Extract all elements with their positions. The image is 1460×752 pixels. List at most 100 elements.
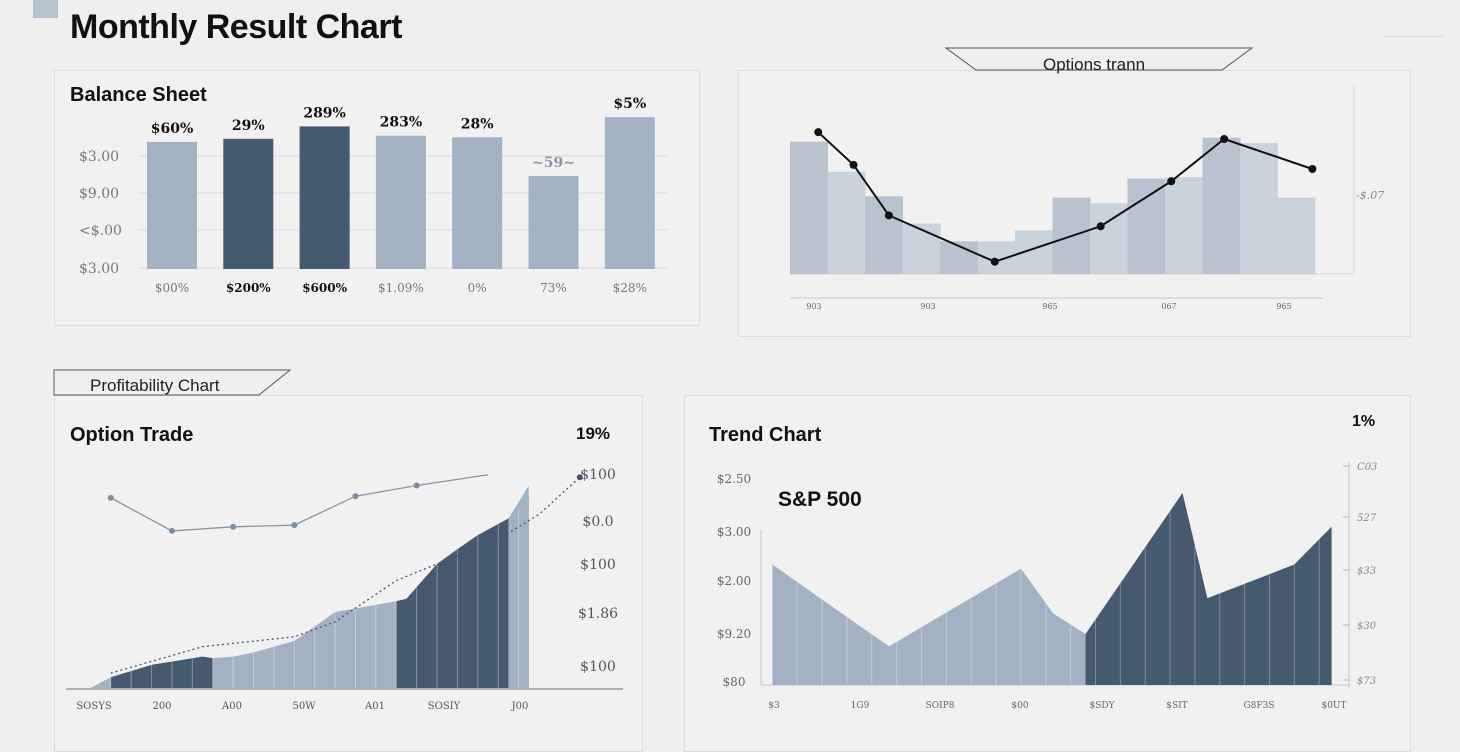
bar-data-label: $5%	[613, 96, 646, 112]
x-tick-label: SOSIY	[428, 701, 461, 712]
trend-point	[990, 257, 999, 266]
x-tick-label: $1.09%	[378, 281, 424, 295]
trend-line	[817, 131, 1313, 263]
bar	[790, 141, 829, 274]
y-tick-label: $1.86	[578, 606, 618, 622]
y-tick-label: $9.00	[79, 186, 119, 202]
x-tick-label: $00	[1011, 701, 1028, 711]
options-title-tab	[944, 47, 1254, 71]
x-tick-label: $0UT	[1321, 701, 1346, 711]
x-tick-label: $SIT	[1166, 701, 1187, 711]
x-tick-label: 0%	[468, 281, 487, 295]
right-tick-label: 527	[1357, 513, 1377, 524]
option-trade-title: Option Trade	[70, 424, 194, 446]
x-tick-label: 903	[920, 302, 935, 311]
dotted-line	[110, 476, 581, 674]
trend-point	[884, 211, 893, 220]
trend-title: Trend Chart	[709, 424, 822, 446]
profitability-tab	[53, 369, 292, 396]
profitability-tab-label: Profitability Chart	[90, 376, 220, 395]
x-tick-label: SOIP8	[926, 701, 955, 711]
x-tick-label: 965	[1276, 302, 1291, 311]
trend-point	[1220, 135, 1229, 143]
x-tick-label: 1G9	[851, 701, 870, 711]
divider	[1383, 36, 1443, 37]
trend-point	[1167, 177, 1176, 186]
bar	[452, 137, 503, 269]
trend-point	[1308, 165, 1317, 173]
y-tick-label: $100	[580, 467, 616, 483]
trend-point	[1096, 222, 1105, 231]
trend-percent: 1%	[1352, 413, 1376, 430]
y-tick-label: $9.20	[717, 627, 751, 641]
x-tick-label: 965	[1042, 302, 1057, 311]
area-dark-segment	[396, 518, 509, 688]
x-tick-label: 200	[152, 701, 171, 712]
bar	[1240, 143, 1279, 274]
y-tick-label: $80	[723, 675, 746, 689]
upper-line-point	[352, 493, 359, 500]
y-tick-label: $3.00	[79, 261, 119, 277]
bar	[1090, 203, 1129, 274]
bar	[1165, 177, 1204, 274]
options-title: Options trann	[1043, 55, 1145, 74]
y-tick-label: $2.50	[717, 472, 751, 486]
x-tick-label: A01	[364, 701, 385, 712]
upper-line-point	[230, 523, 237, 530]
x-tick-label: $28%	[613, 281, 647, 295]
bar	[147, 141, 197, 269]
x-tick-label: $SDY	[1089, 701, 1115, 711]
page-title: Monthly Result Chart	[70, 8, 402, 46]
x-tick-label: 067	[1161, 302, 1176, 311]
bar-data-label: 28%	[461, 116, 494, 132]
right-tick-label: $30	[1357, 621, 1377, 632]
y-tick-label: $3.00	[79, 149, 119, 165]
bar	[604, 117, 655, 269]
upper-line-point	[107, 494, 114, 501]
right-tick-label: $73	[1357, 676, 1376, 687]
bar	[827, 171, 866, 274]
y-tick-label: $100	[580, 557, 616, 573]
right-tick-label: C03	[1357, 462, 1377, 473]
y-tick-label: $0.0	[582, 514, 613, 530]
option-trade-percent: 19%	[576, 424, 611, 443]
x-tick-label: 903	[806, 302, 821, 311]
bar	[1127, 178, 1166, 274]
bar-data-label: 283%	[380, 115, 423, 131]
corner-accent	[33, 0, 58, 18]
option-trade-panel	[54, 395, 643, 752]
y-tick-label: $3.00	[717, 525, 751, 539]
x-tick-label: SOSYS	[76, 701, 112, 712]
x-tick-label: $3	[768, 701, 780, 711]
x-tick-label: 73%	[540, 281, 567, 295]
x-tick-label: $00%	[155, 281, 189, 295]
trend-series-label: S&P 500	[778, 488, 862, 511]
bar	[528, 176, 579, 269]
trend-point	[849, 160, 858, 169]
bar	[1202, 137, 1241, 274]
bar	[1277, 197, 1316, 274]
x-tick-label: A00	[221, 701, 242, 712]
area-dark-segment	[110, 656, 213, 688]
balance-sheet-title: Balance Sheet	[70, 84, 207, 106]
y-tick-label: $100	[580, 659, 616, 675]
upper-line-point	[413, 482, 420, 489]
right-tick-label: $33	[1357, 566, 1376, 577]
trend-point	[814, 128, 823, 137]
bar-data-label: 289%	[303, 105, 346, 121]
dotted-line-end	[576, 474, 583, 481]
y-tick-label: $2.00	[717, 574, 751, 588]
bar	[902, 223, 941, 274]
y-tick-label: <$.00	[79, 223, 122, 239]
x-tick-label: 50W	[292, 701, 316, 712]
x-tick-label: G8F3S	[1243, 701, 1274, 711]
bar-data-label: ~59~	[532, 155, 575, 171]
bar	[299, 126, 350, 270]
bar-data-label: 29%	[232, 118, 265, 134]
upper-line-point	[291, 522, 298, 529]
bar	[223, 138, 274, 269]
